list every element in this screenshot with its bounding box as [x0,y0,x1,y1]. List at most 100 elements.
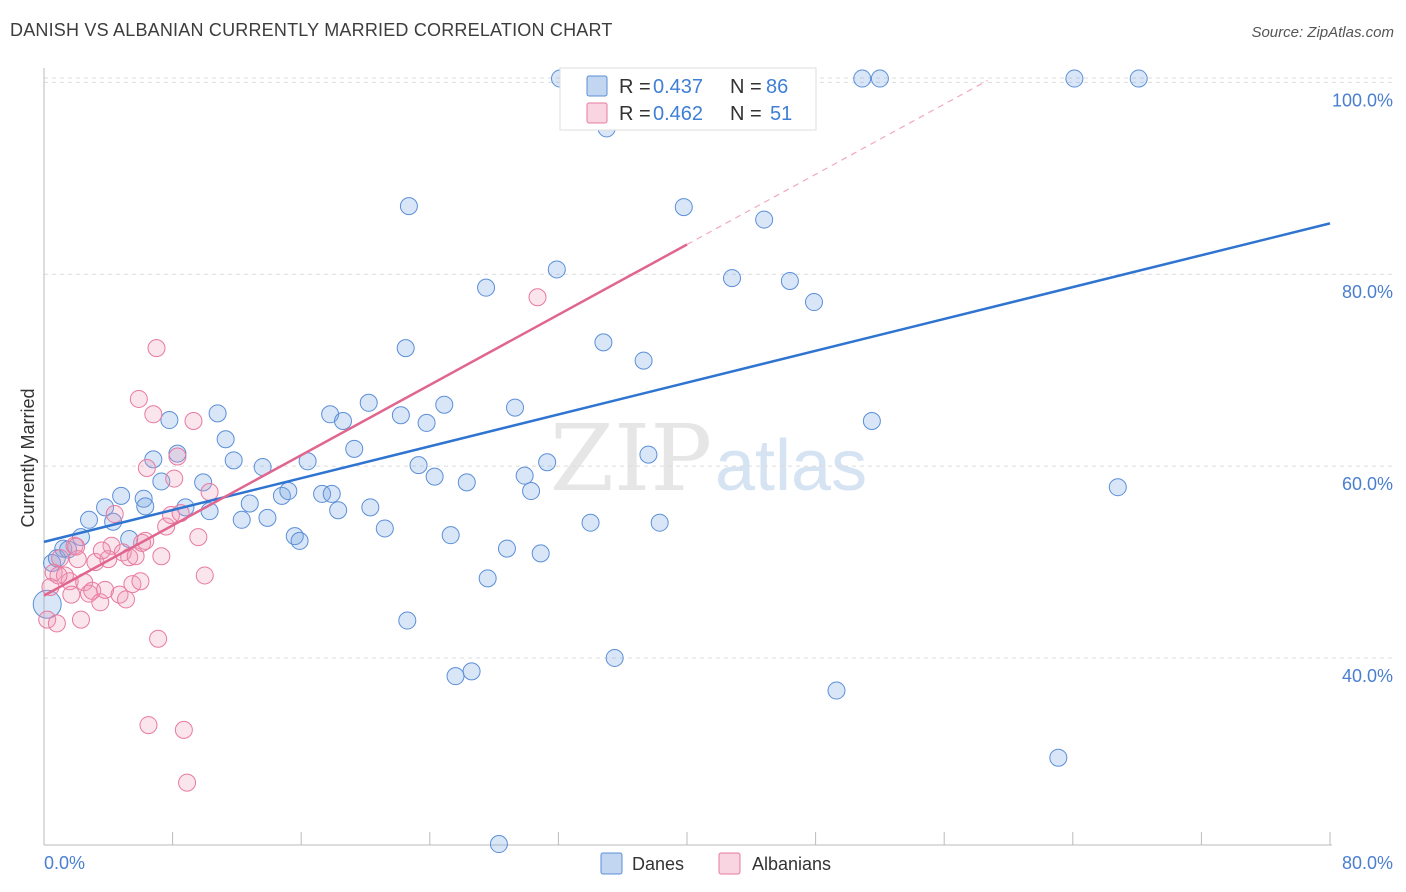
dane-point-56 [497,539,516,558]
y-tick-label-100: 100.0% [1332,90,1393,110]
dane-point-35 [329,501,348,520]
dane-point-85 [1129,69,1148,88]
dane-point-28 [279,482,298,501]
dane-point-11 [134,489,153,508]
dane-point-33 [322,484,341,503]
series-legend: Danes Albanians [600,852,831,875]
dane-point-48 [435,395,454,414]
dane-point-7 [96,498,115,517]
dane-point-22 [224,451,243,470]
dane-point-42 [396,339,415,358]
dane-point-0 [32,589,62,619]
albanian-point-18 [105,505,124,524]
legend-r-label-albanians: R = [619,103,651,125]
albanian-point-31 [147,339,166,358]
albanian-point-42 [189,528,208,547]
trendline-albanians-extension [686,79,988,246]
gridlines [44,77,1393,659]
albanian-point-4 [51,549,70,568]
dane-point-60 [531,544,550,563]
albanian-point-41 [184,412,203,431]
dane-point-55 [489,835,508,854]
legend-swatch-danes [586,75,608,97]
legend-n-value-danes: 86 [766,76,788,98]
dane-point-41 [391,406,410,425]
albanian-point-32 [149,629,168,648]
source-credit: Source: ZipAtlas.com [1251,24,1394,41]
albanian-point-3 [47,614,66,633]
trendline-albanians [43,243,688,597]
dane-point-6 [80,510,99,529]
bottom-legend-label-danes: Danes [632,854,684,874]
dane-point-69 [639,445,658,464]
dane-point-74 [755,210,774,229]
albanian-point-33 [152,547,171,566]
dane-point-79 [853,69,872,88]
dane-point-62 [547,260,566,279]
albanian-point-49 [92,541,111,560]
albanian-point-17 [102,536,121,555]
albanian-point-9 [71,610,90,629]
x-axis-ticks [43,832,1331,845]
dane-point-52 [462,662,481,681]
dane-point-23 [232,510,251,529]
y-tick-label-60: 60.0% [1342,474,1393,494]
albanian-point-50 [131,572,150,591]
albanian-point-21 [116,590,135,609]
dane-point-61 [538,453,557,472]
albanian-point-36 [165,469,184,488]
albanian-point-37 [168,447,187,466]
legend-r-value-albanians: 0.462 [653,103,703,125]
dane-point-67 [605,648,624,667]
correlation-legend: R = 0.437 N = 86 R = 0.462 N = 51 [559,67,817,131]
dane-point-75 [780,271,799,290]
albanian-point-48 [62,585,81,604]
albanian-point-44 [200,482,219,501]
watermark-zip: ZIP [550,405,712,512]
legend-n-label-albanians: N = [730,103,762,125]
dane-point-50 [446,667,465,686]
legend-n-label-danes: N = [730,76,762,98]
bottom-legend-swatch-danes [600,852,623,875]
dane-point-30 [290,531,309,550]
y-tick-labels: 40.0% 60.0% 80.0% 100.0% [1332,90,1393,686]
dane-point-9 [112,486,131,505]
dane-point-21 [216,430,235,449]
dane-point-81 [870,69,889,88]
dane-point-26 [258,508,277,527]
dane-point-82 [1049,748,1068,767]
dane-point-78 [827,681,846,700]
dane-point-80 [862,412,881,431]
dane-point-65 [594,333,613,352]
dane-point-54 [478,569,497,588]
x-tick-label-min: 0.0% [44,853,85,873]
dane-point-45 [409,456,428,475]
albanian-point-28 [137,459,156,478]
dane-point-49 [441,526,460,545]
dane-point-73 [723,269,742,288]
albanian-point-29 [139,716,158,735]
legend-n-value-albanians: 51 [770,103,792,125]
chart-title: DANISH VS ALBANIAN CURRENTLY MARRIED COR… [10,20,613,40]
dane-point-12 [136,497,155,516]
y-tick-label-40: 40.0% [1342,666,1393,686]
albanian-point-15 [96,580,115,599]
dane-point-84 [1108,478,1127,497]
dane-point-24 [240,494,259,513]
dane-point-46 [417,413,436,432]
dane-point-47 [425,467,444,486]
albanian-point-7 [65,536,84,555]
dane-point-72 [674,198,693,217]
albanian-point-40 [178,773,197,792]
x-tick-label-max: 80.0% [1342,853,1393,873]
dane-point-37 [345,439,364,458]
bottom-legend-swatch-albanians [718,852,741,875]
dane-point-51 [457,473,476,492]
bottom-legend-label-albanians: Albanians [752,854,831,874]
albanian-point-45 [528,288,547,307]
dane-point-29 [285,527,304,546]
dane-point-15 [160,411,179,430]
y-axis-label: Currently Married [18,388,38,527]
trendline-danes [43,222,1331,544]
